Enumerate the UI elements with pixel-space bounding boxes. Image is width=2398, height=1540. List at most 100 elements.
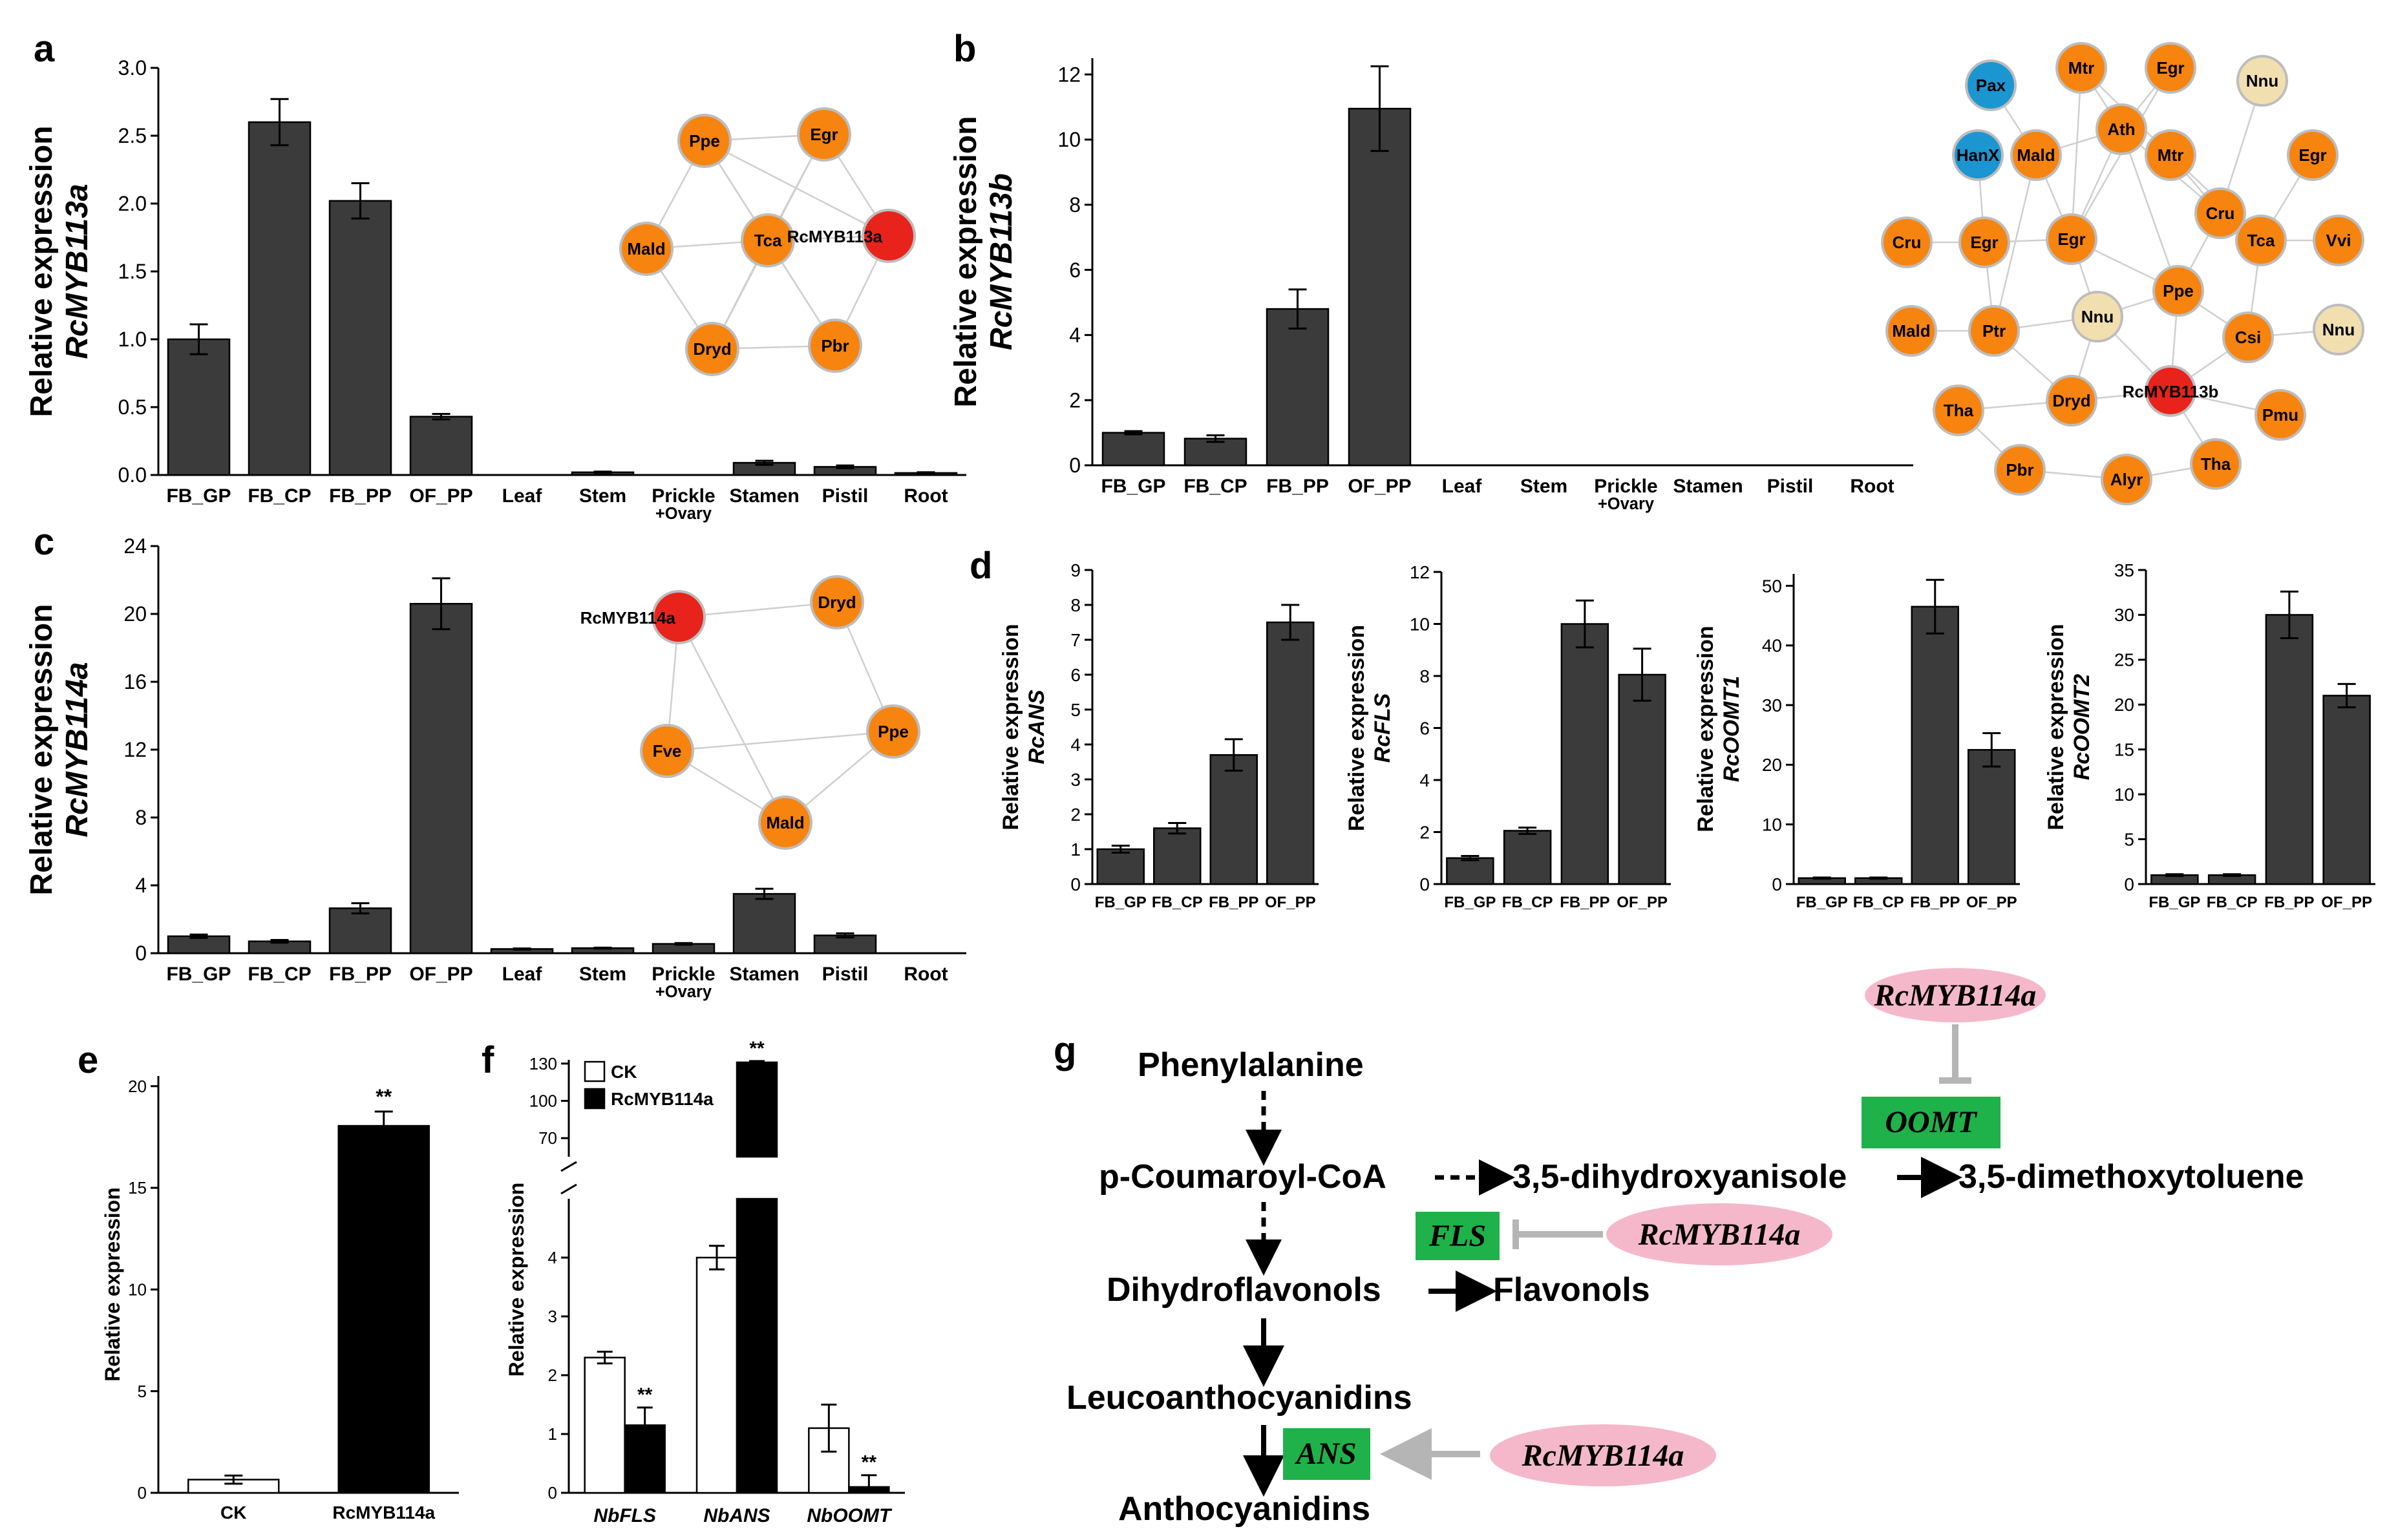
x-tick-label: FB_CP [248,964,311,985]
network-node-label: Nnu [2322,320,2355,339]
network-node [758,796,812,850]
network-node [797,107,851,162]
y-axis-label: Relative expression [505,1183,528,1377]
x-tick-label: FB_GP [1095,894,1147,911]
y-tick-label: 4 [1069,324,1081,347]
bar [409,416,473,476]
network-node-label: Cru [2206,204,2235,223]
x-tick-label: Leaf [1442,476,1483,497]
y-tick-label: 0 [1419,874,1430,894]
x-tick-label: Prickle [652,485,715,507]
network-hub-label: RcMYB113a [787,227,883,246]
y-tick-label: 20 [128,1077,147,1096]
x-tick-label: FB_CP [1853,894,1904,911]
y-tick-label: 1.5 [118,260,147,283]
y-axis-gene-label: RcOOMT1 [1719,676,1744,782]
y-axis-gene-label: RcMYB113b [984,173,1019,350]
y-axis-label: Relative expression [101,1187,124,1382]
enzyme-oomt: OOMT [1885,1105,1977,1139]
network-hub-label: RcMYB114a [580,608,676,628]
x-tick-label: FB_GP [166,485,231,507]
bar [584,1356,626,1494]
bar [1096,848,1145,885]
y-axis-gene-label: RcMYB113a [60,184,94,359]
y-tick-label: 15 [2114,740,2134,760]
x-tick-label: Leaf [502,964,543,985]
network-node [808,319,862,373]
legend-swatch [584,1060,606,1082]
y-axis-label: Relative expression [1693,626,1718,832]
x-tick-label: FB_PP [1209,894,1258,911]
network-node [2190,438,2242,490]
network-node [2046,213,2097,265]
network-node-label: Mtr [2068,58,2094,78]
y-tick-label: 2.5 [118,124,147,147]
y-tick-label: 12 [1410,562,1430,582]
network-node-label: Dryd [693,339,731,359]
bar [1266,621,1315,885]
x-tick-label: NbFLS [593,1505,656,1526]
bar [732,892,796,955]
legend-label: RcMYB114a [611,1089,714,1109]
y-tick-label: 0 [548,1483,557,1503]
x-tick-label: Stamen [1673,476,1743,497]
x-tick-label: Prickle [1594,476,1657,497]
regulator-ans-ellipse [1490,1424,1716,1486]
panel-label-c: c [34,521,54,563]
y-tick-label: 12 [123,738,147,761]
panel-label-b: b [953,28,976,70]
bar [1911,606,1959,885]
y-tick-label: 70 [538,1128,557,1148]
network-node [2313,304,2364,355]
x-tick-sublabel: +Ovary [1598,495,1655,513]
bar [1560,623,1609,885]
y-tick-label: 1 [548,1424,557,1444]
enzyme-oomt-box [1862,1097,2000,1148]
network-node [2236,55,2288,107]
x-tick-label: OF_PP [1966,894,2017,911]
network-node [2222,311,2274,363]
network-node-label: Egr [2057,229,2085,249]
network-node-label: Mald [1892,321,1930,341]
network-node-label: Mald [2017,145,2055,165]
y-tick-label: 6 [1419,718,1430,738]
network-node [741,213,795,268]
y-tick-label: 9 [1070,560,1081,580]
network-node [1952,129,2004,181]
x-tick-label: Pistil [1767,476,1814,497]
regulator-fls-ellipse [1606,1203,1832,1265]
chart-c: 0 4 8 12 16 20 24 FB_GP FB_CP FB_PP OF_PP Leaf Stem P… [25,534,966,1001]
bar [1266,308,1330,467]
y-tick-label: 4 [548,1248,557,1267]
network-node [1994,444,2046,496]
chart-b: 0 2 4 6 8 10 12 FB_GP FB_CP FB_PP OF_PP Leaf Stem Pri… [949,58,1913,513]
regulator-oomt-label: RcMYB114a [1874,978,2037,1013]
network-node [2101,454,2152,505]
compound-leucoanthocyanidins: Leucoanthocyanidins [1066,1379,1412,1417]
bar [1209,754,1258,885]
y-tick-label: 16 [123,670,147,693]
network-node-label: Alyr [2110,470,2143,489]
network-node-label: Nnu [2246,71,2279,90]
y-tick-label: 0.0 [118,463,147,487]
network-node [685,322,739,376]
bar [328,200,392,476]
x-tick-label: OF_PP [409,964,472,985]
network-node-label: Egr [2156,58,2184,78]
bar [695,1256,738,1494]
y-tick-label: 5 [2124,829,2134,849]
x-tick-label: NbANS [703,1505,770,1526]
bar [2265,614,2314,885]
network-node [2145,129,2196,181]
network-node-label: Ppe [2163,281,2194,301]
network-c: RcMYB114a Dryd Ppe Fve Mald [580,575,920,850]
y-tick-label: 2.0 [118,192,147,215]
x-tick-label: Stamen [729,964,799,985]
x-tick-label: FB_PP [1266,476,1329,497]
y-tick-label: 0 [1070,874,1081,894]
y-tick-label: 2 [1070,805,1081,825]
y-axis-label: Relative expression [1344,625,1369,831]
enzyme-ans: ANS [1294,1437,1356,1471]
panel-label-g: g [1054,1029,1076,1071]
y-tick-label: 10 [1410,614,1430,634]
